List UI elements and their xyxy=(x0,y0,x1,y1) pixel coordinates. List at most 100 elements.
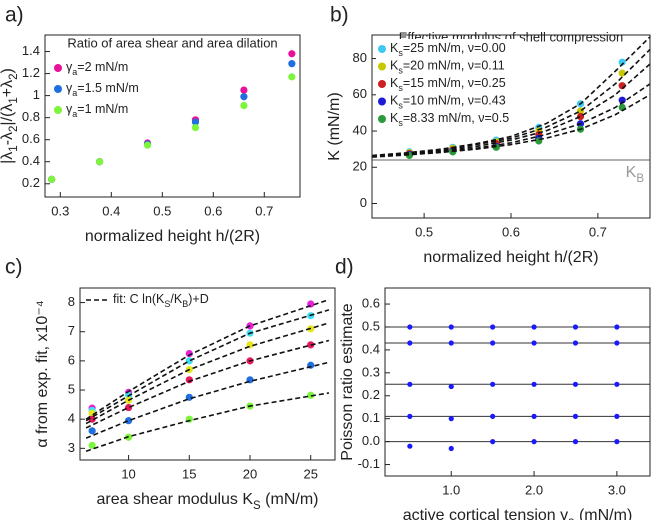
data-point xyxy=(572,324,579,330)
legend-swatch xyxy=(378,115,386,123)
data-point xyxy=(614,381,620,387)
data-point xyxy=(407,381,413,387)
data-point xyxy=(531,439,537,445)
plot-area xyxy=(48,50,296,183)
data-point xyxy=(288,60,296,68)
data-point xyxy=(191,123,200,132)
legend-label: γa=1 mN/m xyxy=(66,102,128,119)
plot-frame xyxy=(371,34,651,219)
data-point xyxy=(614,340,620,346)
data-point xyxy=(143,141,152,149)
text-part: +λ xyxy=(0,80,16,97)
data-point xyxy=(288,73,296,81)
x-tick-label: 0.5 xyxy=(153,203,171,218)
data-point xyxy=(572,439,579,445)
data-point xyxy=(95,158,104,166)
subscript: s xyxy=(398,83,403,93)
y-tick-label: 0.2 xyxy=(362,387,380,402)
y-tick-label: 0 xyxy=(360,195,367,210)
y-tick-label: 0.6 xyxy=(22,131,40,146)
data-point xyxy=(448,383,454,390)
data-point xyxy=(614,413,620,419)
fit-curve xyxy=(85,322,330,425)
data-point xyxy=(448,416,454,422)
data-point xyxy=(448,340,454,346)
fit-curve xyxy=(85,339,330,429)
text-part: =25 mN/m, ν=0.00 xyxy=(403,41,506,55)
text-part: =8.33 mN/m, ν=0.5 xyxy=(403,111,509,125)
text-part: -λ xyxy=(0,132,16,145)
text-part: active cortical tension γ xyxy=(403,507,568,520)
text-part: =15 mN/m, ν=0.25 xyxy=(403,76,506,90)
data-point xyxy=(490,340,496,346)
y-tick-label: 1 xyxy=(33,87,40,102)
y-axis-label: |λ1-λ2|/(λ1+λ2) xyxy=(0,68,20,164)
fit-curve xyxy=(85,361,330,439)
text-part: =2 mN/m xyxy=(77,60,128,74)
data-point xyxy=(88,427,96,435)
text-part: K xyxy=(390,94,399,108)
x-tick-label: 10 xyxy=(121,466,135,481)
legend-label: Ks=15 mN/m, ν=0.25 xyxy=(390,76,506,93)
x-axis-label: normalized height h/(2R) xyxy=(423,249,598,266)
text-part: =10 mN/m, ν=0.43 xyxy=(403,94,506,108)
text-part: γ xyxy=(66,102,73,116)
subscript: 2 xyxy=(8,126,20,132)
data-point xyxy=(572,413,579,419)
data-point xyxy=(490,381,496,387)
y-tick-label: 0.4 xyxy=(22,153,40,168)
data-point xyxy=(124,403,133,412)
legend-swatch xyxy=(54,64,62,72)
legend-label: Ks=8.33 mN/m, ν=0.5 xyxy=(390,111,509,128)
data-point xyxy=(614,324,620,330)
legend-swatch xyxy=(378,45,386,53)
x-axis-label: active cortical tension γa (mN/m) xyxy=(403,507,633,520)
chart-title: Ratio of area shear and area dilation xyxy=(67,35,277,50)
data-point xyxy=(191,118,200,126)
data-point xyxy=(572,381,579,387)
text-part: =1.5 mN/m xyxy=(77,81,138,95)
subscript: S xyxy=(253,500,261,512)
subscript: s xyxy=(398,101,403,111)
plot-area xyxy=(372,36,650,161)
legend-label: Ks=20 mN/m, ν=0.11 xyxy=(390,59,505,76)
fit-curve xyxy=(372,48,650,157)
data-point xyxy=(490,324,496,330)
fit-curve xyxy=(372,94,650,158)
data-point xyxy=(407,443,413,449)
x-tick-label: 0.3 xyxy=(51,203,69,218)
reference-label: KB xyxy=(626,164,645,185)
x-tick-label: 0.4 xyxy=(102,203,120,218)
y-tick-label: -0.1 xyxy=(358,456,380,471)
data-point xyxy=(448,445,454,452)
plot-frame xyxy=(44,34,301,198)
y-tick-label: 0.8 xyxy=(22,109,40,124)
subscript: 1 xyxy=(8,97,20,103)
text-part: =1 mN/m xyxy=(77,102,128,116)
legend-label: fit: C ln(KS/KB)+D xyxy=(113,292,209,309)
y-tick-label: 0.2 xyxy=(22,175,40,190)
plot-frame xyxy=(384,287,651,477)
data-point xyxy=(240,101,248,110)
subscript: S xyxy=(164,299,170,309)
legend-swatch xyxy=(378,80,386,88)
fit-curve xyxy=(85,298,330,420)
text-part: K xyxy=(626,164,637,181)
y-tick-label: 0.0 xyxy=(362,433,380,448)
y-tick-label: 1.2 xyxy=(22,65,40,80)
text-part: K xyxy=(390,76,399,90)
legend-swatch xyxy=(378,62,386,71)
data-point xyxy=(618,58,626,66)
text-part: /K xyxy=(170,292,182,306)
y-tick-label: 0.5 xyxy=(362,318,380,333)
legend-label: Ks=25 mN/m, ν=0.00 xyxy=(390,41,506,58)
data-point xyxy=(407,340,413,346)
text-part: K xyxy=(390,41,399,55)
y-axis-label: Poisson ratio estimate xyxy=(339,303,356,461)
subscript: s xyxy=(398,118,403,128)
data-point xyxy=(124,417,133,425)
subscript: a xyxy=(72,109,77,119)
data-point xyxy=(618,69,626,77)
data-point xyxy=(185,376,193,384)
